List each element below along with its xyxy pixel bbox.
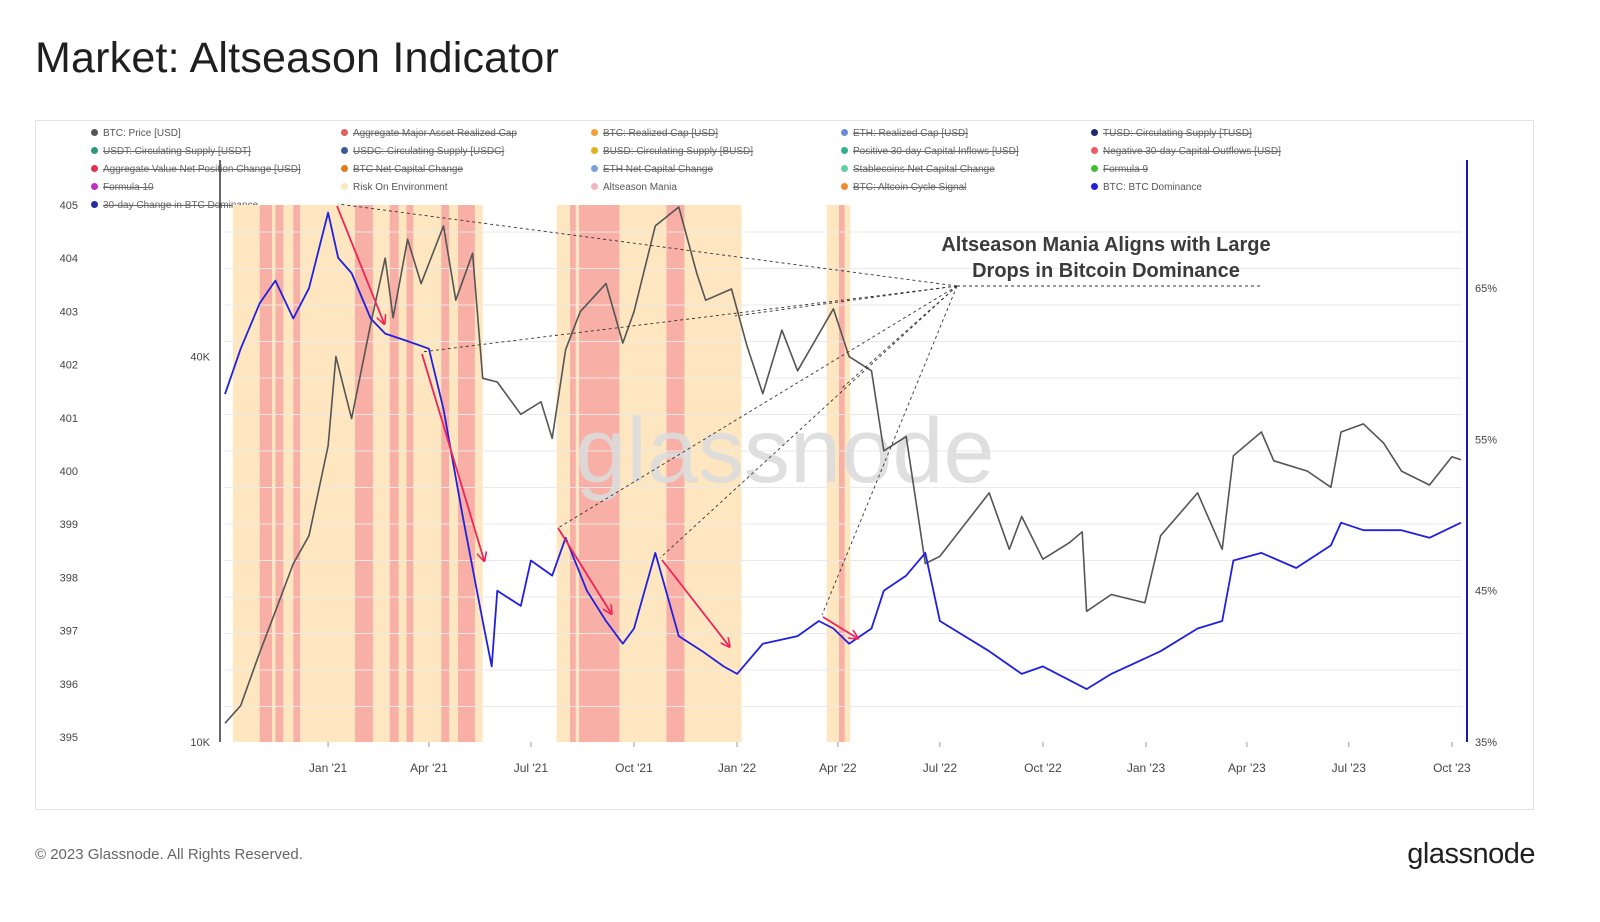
legend-swatch	[91, 165, 98, 172]
legend-item[interactable]: USDT: Circulating Supply [USDT]	[91, 146, 251, 158]
legend-label: ETH: Realized Cap [USD]	[853, 128, 969, 139]
legend-swatch	[1091, 129, 1098, 136]
legend-label: Formula 9	[1103, 164, 1149, 175]
legend-swatch	[1091, 165, 1098, 172]
legend-swatch	[591, 129, 598, 136]
legend-swatch	[841, 147, 848, 154]
legend-item[interactable]: USDC: Circulating Supply [USDC]	[341, 146, 504, 158]
legend-swatch	[841, 129, 848, 136]
legend-item[interactable]: BUSD: Circulating Supply [BUSD]	[591, 146, 753, 158]
legend-label: TUSD: Circulating Supply [TUSD]	[1103, 128, 1252, 139]
legend-label: ETH Net Capital Change	[603, 164, 714, 175]
legend-swatch	[341, 147, 348, 154]
legend-item[interactable]: Risk On Environment	[341, 182, 447, 194]
legend-swatch	[91, 147, 98, 154]
legend-item[interactable]: Aggregate Value Net Position Change [USD…	[91, 164, 301, 176]
legend-item[interactable]: Altseason Mania	[591, 182, 677, 194]
legend-swatch	[341, 165, 348, 172]
legend-swatch	[591, 183, 598, 190]
legend-swatch	[591, 165, 598, 172]
legend-label: Negative 30-day Capital Outflows [USD]	[1103, 146, 1281, 157]
legend-label: Aggregate Major Asset Realized Cap	[353, 128, 517, 139]
legend-swatch	[91, 201, 98, 208]
chart-frame: BTC: Price [USD] Aggregate Major Asset Re…	[35, 120, 1534, 810]
legend-item[interactable]: BTC Net Capital Change	[341, 164, 463, 176]
legend-swatch	[841, 183, 848, 190]
legend-label: BTC Net Capital Change	[353, 164, 464, 175]
legend-label: BTC: BTC Dominance	[1103, 182, 1202, 193]
legend-item[interactable]: BTC: BTC Dominance	[1091, 182, 1202, 194]
legend-item[interactable]: Formula 10	[91, 182, 154, 194]
legend-item[interactable]: BTC: Altcoin Cycle Signal	[841, 182, 966, 194]
legend-label: Altseason Mania	[603, 182, 677, 193]
legend-item[interactable]: BTC: Price [USD]	[91, 128, 181, 140]
legend-label: USDC: Circulating Supply [USDC]	[353, 146, 505, 157]
legend-label: Positive 30-day Capital Inflows [USD]	[853, 146, 1019, 157]
legend-label: Risk On Environment	[353, 182, 448, 193]
legend-swatch	[341, 129, 348, 136]
legend-item[interactable]: Negative 30-day Capital Outflows [USD]	[1091, 146, 1281, 158]
glassnode-logo: glassnode	[1407, 838, 1535, 870]
legend-swatch	[91, 183, 98, 190]
legend-item[interactable]: Positive 30-day Capital Inflows [USD]	[841, 146, 1019, 158]
legend-swatch	[91, 129, 98, 136]
legend-item[interactable]: ETH: Realized Cap [USD]	[841, 128, 968, 140]
legend-label: BTC: Price [USD]	[103, 128, 181, 139]
legend-item[interactable]: 30-day Change in BTC Dominance	[91, 200, 258, 212]
legend-item[interactable]: Formula 9	[1091, 164, 1148, 176]
legend-label: 30-day Change in BTC Dominance	[103, 200, 259, 211]
legend-label: USDT: Circulating Supply [USDT]	[103, 146, 251, 157]
legend-swatch	[841, 165, 848, 172]
legend-label: Aggregate Value Net Position Change [USD…	[103, 164, 301, 175]
page-title: Market: Altseason Indicator	[35, 34, 560, 82]
legend-label: BTC: Altcoin Cycle Signal	[853, 182, 967, 193]
legend-swatch	[1091, 147, 1098, 154]
legend-item[interactable]: TUSD: Circulating Supply [TUSD]	[1091, 128, 1252, 140]
copyright-text: © 2023 Glassnode. All Rights Reserved.	[35, 846, 303, 863]
legend-label: Formula 10	[103, 182, 154, 193]
legend-swatch	[341, 183, 348, 190]
legend-swatch	[591, 147, 598, 154]
legend-item[interactable]: Stablecoins Net Capital Change	[841, 164, 995, 176]
legend-item[interactable]: ETH Net Capital Change	[591, 164, 713, 176]
legend-item[interactable]: BTC: Realized Cap [USD]	[591, 128, 718, 140]
legend-label: Stablecoins Net Capital Change	[853, 164, 995, 175]
legend-item[interactable]: Aggregate Major Asset Realized Cap	[341, 128, 517, 140]
legend-label: BUSD: Circulating Supply [BUSD]	[603, 146, 754, 157]
legend-label: BTC: Realized Cap [USD]	[603, 128, 719, 139]
legend-swatch	[1091, 183, 1098, 190]
